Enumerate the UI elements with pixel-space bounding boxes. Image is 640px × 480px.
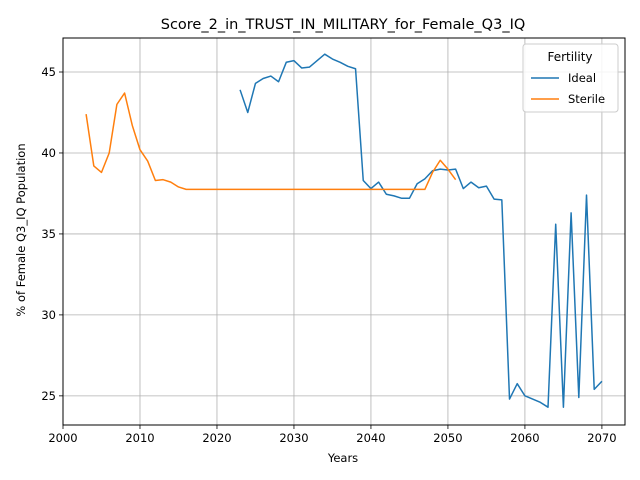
y-tick-label: 40 [41, 146, 56, 160]
y-tick-label: 35 [41, 227, 56, 241]
chart-title: Score_2_in_TRUST_IN_MILITARY_for_Female_… [161, 17, 526, 33]
x-tick-label: 2010 [125, 431, 154, 445]
legend-title: Fertility [547, 50, 592, 64]
legend: Fertility Ideal Sterile [522, 43, 619, 113]
legend-label-sterile: Sterile [568, 92, 605, 106]
x-axis-label: Years [327, 451, 358, 465]
y-axis-ticks: 25 30 35 40 45 [41, 65, 63, 403]
y-tick-label: 30 [41, 308, 56, 322]
x-tick-label: 2060 [510, 431, 539, 445]
x-axis-ticks: 2000 2010 2020 2030 2040 2050 2060 2070 [48, 425, 617, 445]
x-tick-label: 2040 [356, 431, 385, 445]
y-tick-label: 45 [41, 65, 56, 79]
x-tick-label: 2000 [48, 431, 77, 445]
series-lines [85, 53, 603, 408]
y-tick-label: 25 [41, 389, 56, 403]
legend-box [522, 43, 619, 113]
legend-label-ideal: Ideal [568, 71, 596, 85]
x-tick-label: 2070 [587, 431, 616, 445]
x-tick-label: 2020 [202, 431, 231, 445]
plot-frame [62, 37, 626, 426]
x-tick-label: 2050 [433, 431, 462, 445]
x-tick-label: 2030 [279, 431, 308, 445]
series-line-ideal [239, 53, 603, 408]
y-axis-label: % of Female Q3_IQ Population [14, 143, 28, 316]
series-line-sterile [85, 92, 457, 191]
